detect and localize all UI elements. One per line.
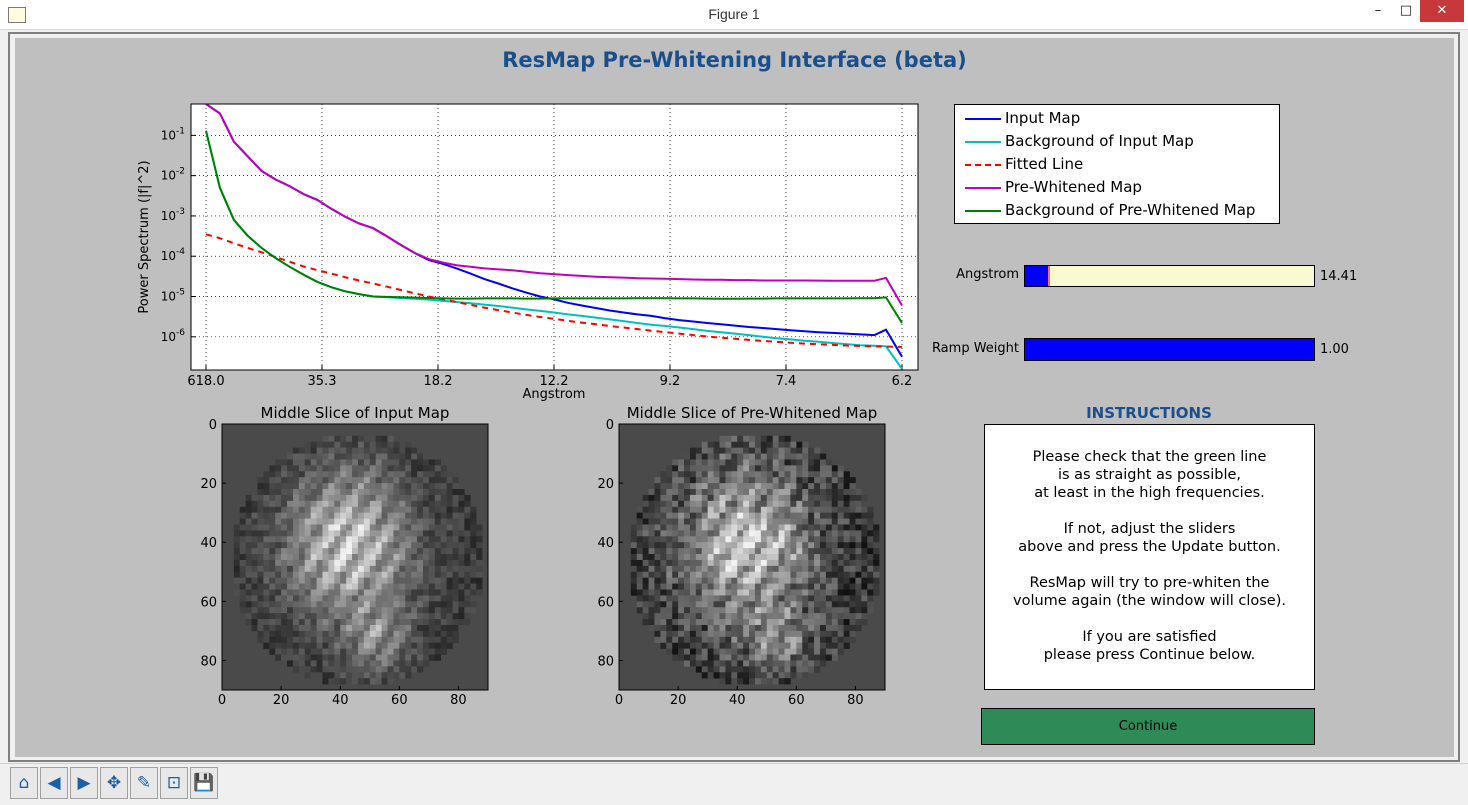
y-tick-label: 10-3 <box>161 207 185 223</box>
navigation-toolbar: ⌂ ◀ ▶ ✥ ✎ ⊡ 💾 <box>0 763 1468 805</box>
ramp-weight-slider-value: 1.00 <box>1320 342 1349 357</box>
forward-icon[interactable]: ▶ <box>70 767 98 799</box>
maximize-button[interactable]: □ <box>1399 3 1413 18</box>
angstrom-slider-value: 14.41 <box>1320 269 1358 284</box>
y-tick-label: 10-2 <box>161 167 185 183</box>
ramp-weight-slider-fill <box>1025 339 1314 360</box>
angstrom-slider-handle[interactable] <box>1048 266 1051 286</box>
configure-subplots-icon[interactable]: ✎ <box>130 767 158 799</box>
legend-item: Background of Pre-Whitened Map <box>955 199 1281 222</box>
x-tick-label: 12.2 <box>540 374 569 389</box>
instructions-paragraph: ResMap will try to pre-whiten the volume… <box>1013 575 1286 609</box>
x-axis-label: Angstrom <box>523 387 586 402</box>
legend-swatch <box>965 187 1001 189</box>
close-button[interactable]: ✕ <box>1420 0 1464 22</box>
y-tick-label: 10-5 <box>161 288 185 304</box>
legend-label: Background of Pre-Whitened Map <box>1005 201 1256 219</box>
window-titlebar: Figure 1 – □ ✕ <box>0 0 1468 30</box>
legend-item: Pre-Whitened Map <box>955 176 1281 199</box>
legend-label: Fitted Line <box>1005 155 1084 173</box>
minimize-button[interactable]: – <box>1374 3 1382 18</box>
legend-label: Input Map <box>1005 109 1081 127</box>
y-tick-label: 10-1 <box>161 126 185 142</box>
plot-frame <box>190 103 919 371</box>
ramp-weight-slider[interactable] <box>1024 338 1315 361</box>
x-tick-label: 7.4 <box>776 374 797 389</box>
instructions-title: INSTRUCTIONS <box>1086 404 1212 422</box>
figure-title: ResMap Pre-Whitening Interface (beta) <box>502 48 967 72</box>
x-tick-label: 6.2 <box>892 374 913 389</box>
x-tick-label: 9.2 <box>660 374 681 389</box>
pan-icon[interactable]: ✥ <box>100 767 128 799</box>
legend-swatch <box>965 164 1001 166</box>
window-title: Figure 1 <box>708 6 760 22</box>
legend-item: Background of Input Map <box>955 130 1281 153</box>
y-tick-label: 10-6 <box>161 328 186 344</box>
series-line-3 <box>205 104 903 307</box>
legend-swatch <box>965 118 1001 120</box>
x-tick-label: 35.3 <box>308 374 337 389</box>
angstrom-slider-label: Angstrom <box>956 267 1019 282</box>
y-tick-label: 10-4 <box>161 247 186 263</box>
x-tick-label: 18.2 <box>424 374 453 389</box>
legend-swatch <box>965 141 1001 143</box>
plot-background <box>191 104 918 370</box>
series-line-4 <box>205 130 903 324</box>
legend-item: Input Map <box>955 107 1281 130</box>
save-icon[interactable]: 💾 <box>190 767 218 799</box>
chart-legend: Input Map Background of Input Map Fitted L… <box>954 104 1280 224</box>
continue-button[interactable]: Continue <box>981 708 1315 745</box>
legend-item: Fitted Line <box>955 153 1281 176</box>
back-icon[interactable]: ◀ <box>40 767 68 799</box>
home-icon[interactable]: ⌂ <box>10 767 38 799</box>
app-icon <box>8 7 26 23</box>
instructions-paragraph: If not, adjust the sliders above and pre… <box>1018 521 1281 555</box>
legend-swatch <box>965 210 1001 212</box>
instructions-paragraph: Please check that the green line is as s… <box>1032 449 1267 501</box>
instructions-paragraph: If you are satisfied please press Contin… <box>1043 629 1256 663</box>
instructions-box: Please check that the green line is as s… <box>984 424 1315 690</box>
series-line-2 <box>205 233 903 348</box>
x-tick-label: 618.0 <box>187 374 224 389</box>
legend-label: Background of Input Map <box>1005 132 1194 150</box>
legend-label: Pre-Whitened Map <box>1005 178 1142 196</box>
angstrom-slider[interactable] <box>1024 265 1315 287</box>
y-axis-label: Power Spectrum (|f|^2) <box>137 160 152 313</box>
zoom-icon[interactable]: ⊡ <box>160 767 188 799</box>
ramp-weight-slider-label: Ramp Weight <box>931 341 1019 356</box>
angstrom-slider-fill <box>1025 266 1049 286</box>
